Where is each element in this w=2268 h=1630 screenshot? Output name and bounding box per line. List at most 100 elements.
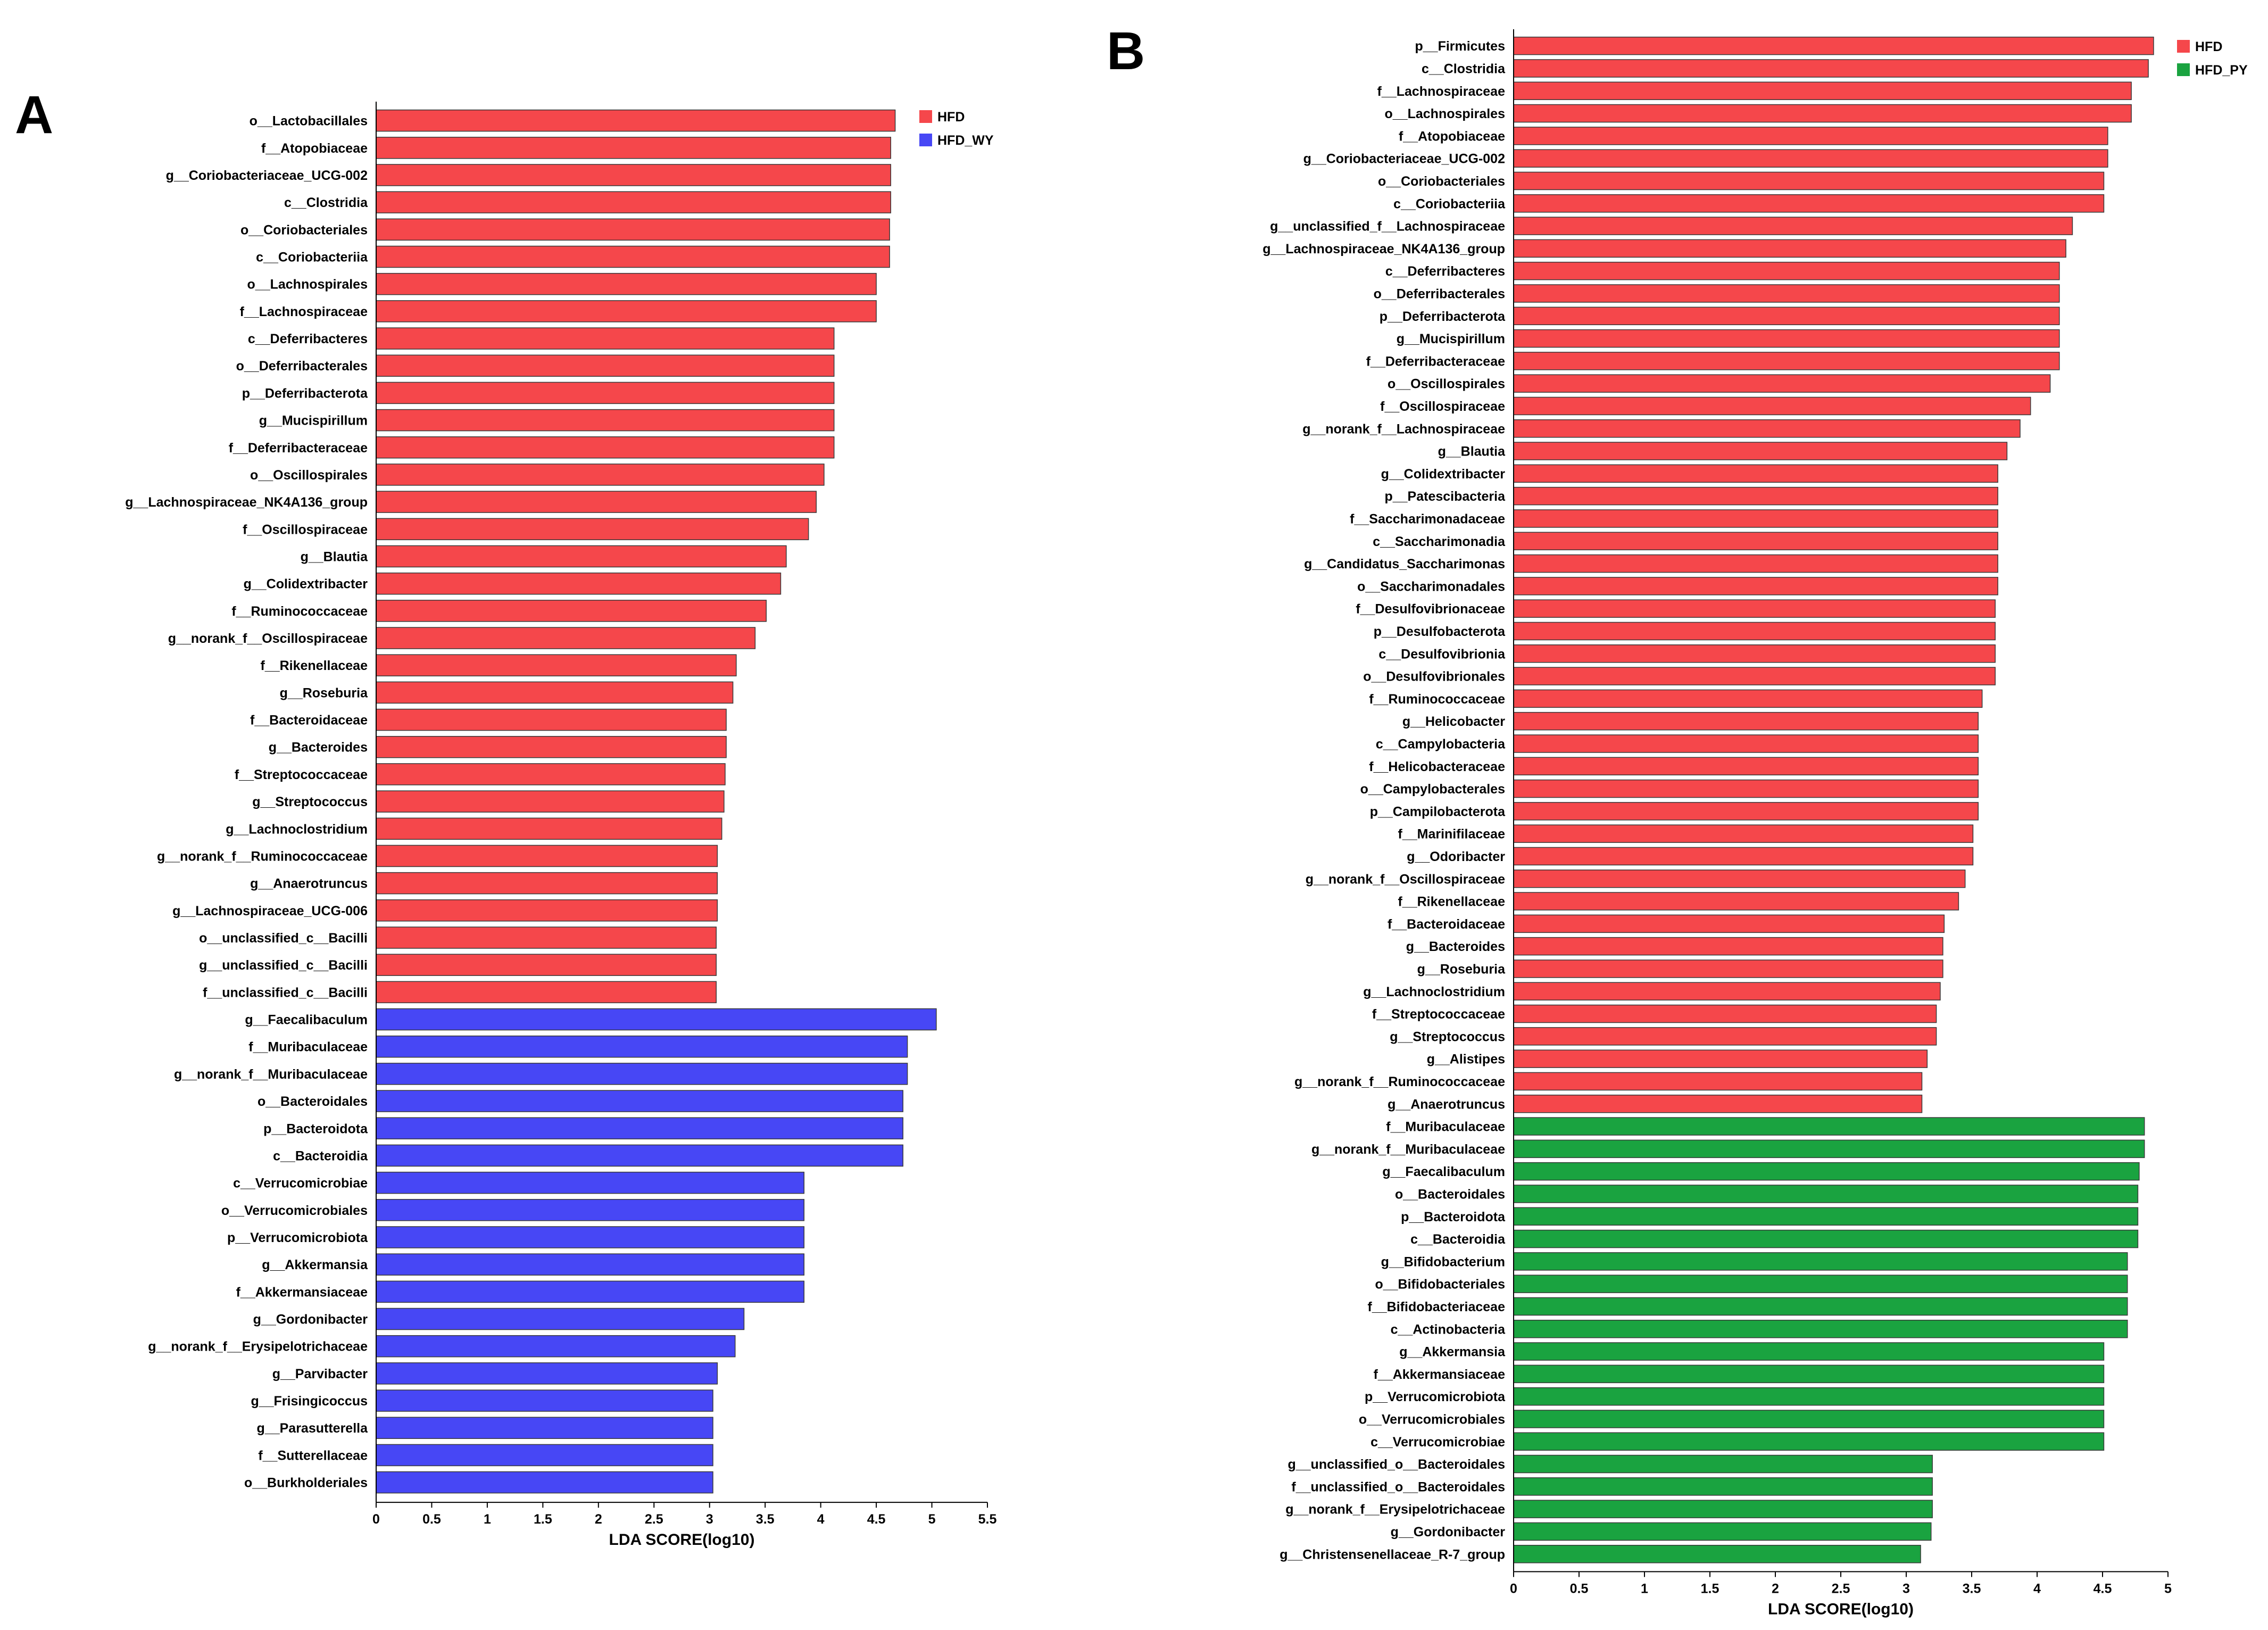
bar: [376, 245, 890, 268]
bar: [1513, 802, 1979, 821]
bar: [376, 872, 718, 895]
bar: [376, 845, 718, 867]
category-label: o__Deferribacterales: [236, 359, 368, 374]
bar: [376, 600, 767, 622]
bar: [1513, 622, 1996, 641]
bar: [376, 545, 787, 568]
x-tick-label: 2.5: [1832, 1581, 1850, 1596]
bar: [376, 191, 891, 213]
bar: [1513, 329, 2060, 348]
category-label: c__Verrucomicrobiae: [233, 1176, 368, 1191]
bar: [1513, 171, 2105, 191]
bar: [1513, 824, 1974, 843]
category-label: g__norank_f__Lachnospiraceae: [1302, 421, 1505, 436]
bar: [1513, 374, 2051, 393]
bar: [376, 464, 825, 486]
bar: [1513, 1049, 1928, 1068]
bar: [376, 518, 809, 541]
category-label: g__Coriobacteriaceae_UCG-002: [166, 168, 368, 183]
bar: [1513, 599, 1996, 618]
category-label: c__Deferribacteres: [248, 332, 368, 346]
category-label: p__Deferribacterota: [242, 386, 368, 401]
bar: [1513, 1139, 2145, 1159]
category-label: o__Bifidobacteriales: [1375, 1277, 1505, 1292]
category-label: c__Coriobacteriia: [1393, 196, 1506, 211]
bar: [1513, 307, 2060, 325]
category-label: f__Deferribacteraceae: [229, 441, 368, 456]
bar: [1513, 1297, 2128, 1316]
bar: [376, 1362, 718, 1385]
bar: [376, 164, 891, 186]
bar: [376, 981, 717, 1004]
category-label: g__norank_f__Erysipelotrichaceae: [148, 1339, 368, 1354]
category-label: o__Lachnospirales: [247, 277, 368, 292]
legend-swatch: [919, 110, 932, 123]
category-label: f__Akkermansiaceae: [236, 1285, 368, 1300]
bar: [376, 1253, 805, 1276]
category-label: f__Muribaculaceae: [1386, 1120, 1505, 1135]
category-label: g__Roseburia: [280, 685, 368, 700]
category-label: f__Bacteroidaceae: [250, 713, 368, 728]
x-tick-label: 2.5: [645, 1512, 663, 1527]
bar: [1513, 1432, 2105, 1451]
category-label: f__Marinifilaceae: [1398, 827, 1506, 842]
bar: [1513, 1252, 2128, 1271]
bar: [376, 763, 726, 785]
bar: [376, 218, 890, 241]
x-tick-label: 1: [484, 1512, 491, 1527]
category-label: g__Faecalibaculum: [245, 1013, 368, 1028]
bar: [1513, 644, 1996, 663]
bar: [376, 109, 896, 132]
bar: [1513, 711, 1979, 731]
category-label: f__unclassified_o__Bacteroidales: [1291, 1479, 1505, 1494]
category-label: g__Christensenellaceae_R-7_group: [1280, 1547, 1505, 1562]
category-label: c__Coriobacteriia: [256, 250, 368, 264]
category-label: g__Candidatus_Saccharimonas: [1304, 557, 1505, 572]
category-label: g__Lachnoclostridium: [1363, 984, 1505, 999]
x-axis-title: LDA SCORE(log10): [1768, 1600, 1914, 1618]
category-label: p__Verrucomicrobiota: [1365, 1389, 1506, 1404]
bar: [1513, 982, 1941, 1000]
category-label: p__Bacteroidota: [263, 1121, 368, 1136]
category-label: f__Desulfovibrionaceae: [1356, 602, 1505, 617]
bar: [1513, 1117, 2145, 1136]
category-label: p__Firmicutes: [1415, 39, 1505, 54]
category-label: f__Streptococcaceae: [235, 767, 368, 782]
category-label: o__Verrucomicrobiales: [221, 1203, 368, 1218]
bar: [1513, 1545, 1921, 1563]
bar: [376, 1063, 908, 1085]
category-label: f__Rikenellaceae: [260, 658, 368, 673]
legend-swatch: [2177, 40, 2190, 53]
legend-swatch: [919, 134, 932, 146]
bar: [1513, 396, 2031, 416]
category-label: g__Odoribacter: [1407, 849, 1505, 864]
category-label: o__Desulfovibrionales: [1363, 669, 1505, 684]
x-tick-label: 4.5: [867, 1512, 886, 1527]
category-label: f__Muribaculaceae: [248, 1040, 368, 1055]
category-label: g__Blautia: [1438, 444, 1506, 459]
bar: [1513, 261, 2060, 280]
category-label: o__Oscillospirales: [1388, 377, 1505, 392]
category-label: g__norank_f__Muribaculaceae: [1311, 1142, 1505, 1157]
bar: [1513, 149, 2108, 168]
category-label: c__Actinobacteria: [1391, 1322, 1506, 1337]
category-label: g__Gordonibacter: [253, 1312, 368, 1327]
category-label: f__Atopobiaceae: [261, 141, 368, 156]
bar: [376, 954, 717, 976]
bar: [376, 926, 717, 949]
category-label: c__Desulfovibrionia: [1378, 647, 1506, 661]
category-label: g__Parasutterella: [257, 1421, 369, 1436]
category-label: f__Lachnospiraceae: [240, 304, 368, 319]
bar: [1513, 239, 2066, 258]
x-tick-label: 2: [595, 1512, 602, 1527]
category-label: f__Streptococcaceae: [1372, 1007, 1505, 1022]
category-label: g__Helicobacter: [1402, 714, 1505, 729]
x-tick-label: 4: [817, 1512, 825, 1527]
bar: [1513, 194, 2105, 213]
x-tick-label: 3.5: [756, 1512, 775, 1527]
category-label: g__norank_f__Muribaculaceae: [174, 1067, 368, 1082]
category-label: g__Alistipes: [1427, 1052, 1505, 1067]
bar: [1513, 419, 2021, 438]
bar: [1513, 1207, 2139, 1226]
